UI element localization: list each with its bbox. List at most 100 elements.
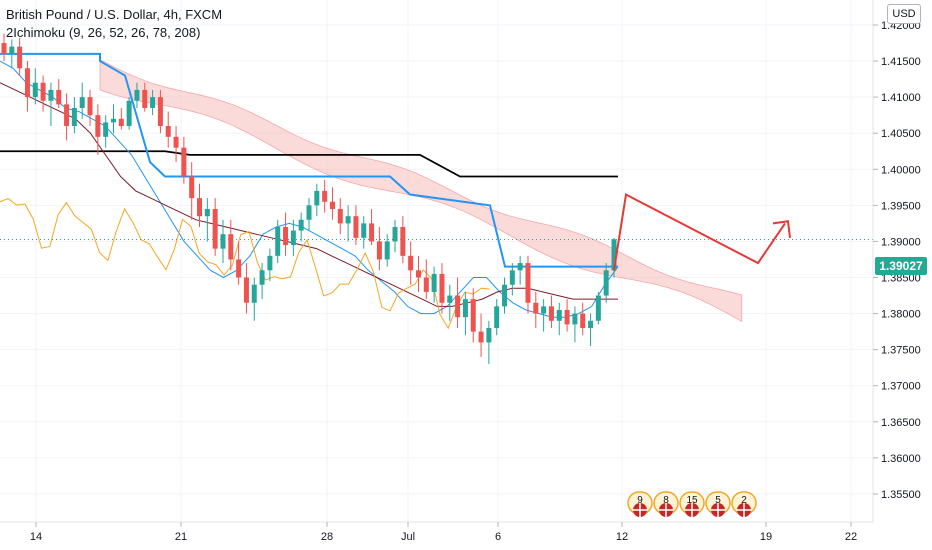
time-tick-label: 12 (616, 531, 628, 543)
candle-body (251, 284, 257, 303)
candle-body (204, 208, 210, 217)
candle-body (603, 270, 609, 296)
price-tick-label: 1.36500 (881, 417, 921, 429)
candle-body (322, 190, 328, 202)
time-tick-label: 14 (30, 531, 42, 543)
candle-body (1, 43, 7, 54)
candle-body (181, 147, 187, 177)
candle-body (189, 176, 195, 199)
candle-body (509, 270, 515, 285)
price-tick-label: 1.38500 (881, 273, 921, 285)
candle-body (142, 89, 148, 108)
tenkan-line (0, 60, 619, 318)
indicator-title[interactable]: 2Ichimoku (9, 26, 52, 26, 78, 208) (6, 25, 201, 40)
price-tick-label: 1.41500 (881, 56, 921, 68)
long-base-line (0, 150, 618, 178)
candle-body (150, 97, 156, 108)
candle-body (572, 313, 578, 325)
candle-body (447, 295, 453, 303)
chart-grid (0, 0, 873, 522)
projection-path (613, 193, 786, 271)
candle-body (228, 234, 234, 260)
candle-body (64, 104, 70, 126)
candlestick-series (1, 33, 617, 365)
candle-body (470, 299, 476, 332)
candle-body (337, 208, 343, 224)
candle-body (71, 107, 77, 126)
candle-body (220, 234, 226, 249)
kijun-line (0, 82, 618, 307)
candle-body (556, 309, 562, 321)
candle-body (502, 284, 508, 307)
time-tick-label: 21 (175, 531, 187, 543)
cloud-area (99, 58, 743, 323)
projection-arrow (613, 193, 791, 271)
candle-body (290, 230, 296, 246)
price-tick-label: 1.37500 (881, 345, 921, 357)
candle-body (392, 227, 398, 242)
candle-body (431, 273, 437, 292)
price-tick-label: 1.36000 (881, 453, 921, 465)
price-tick-label: 1.39000 (881, 236, 921, 248)
candle-body (329, 201, 335, 209)
time-tick-label: 22 (845, 531, 857, 543)
candle-body (611, 239, 617, 271)
candle-body (197, 198, 203, 217)
currency-badge[interactable]: USD (887, 4, 921, 24)
candle-body (525, 263, 531, 303)
symbol-title[interactable]: British Pound / U.S. Dollar, 4h, FXCM (6, 7, 223, 22)
price-tick-label: 1.40000 (881, 164, 921, 176)
candle-body (56, 89, 62, 105)
event-count: 2 (741, 495, 747, 506)
thick-kijun-line (0, 52, 618, 268)
candle-body (439, 273, 445, 303)
economic-events[interactable]: 9 8 15 5 2 (627, 491, 757, 517)
candle-body (110, 118, 116, 123)
candle-body (478, 331, 484, 343)
candle-body (533, 302, 539, 314)
candle-body (376, 241, 382, 260)
candle-body (345, 216, 351, 224)
time-tick-label: Jul (401, 531, 415, 543)
event-count: 5 (715, 495, 721, 506)
candle-body (157, 97, 163, 126)
candle-body (462, 299, 468, 318)
candle-body (486, 328, 492, 343)
candle-body (415, 270, 421, 278)
ichimoku-cloud (99, 58, 743, 323)
candle-body (588, 320, 594, 328)
price-axis[interactable]: 1.425001.420001.415001.410001.405001.400… (872, 0, 921, 522)
price-tick-label: 1.41000 (881, 92, 921, 104)
candle-body (17, 46, 23, 69)
time-tick-label: 6 (495, 531, 501, 543)
candle-body (541, 306, 547, 314)
candle-body (548, 306, 554, 321)
candle-body (400, 227, 406, 256)
candle-body (173, 136, 179, 148)
time-axis[interactable]: 14 21 28 Jul 6 12 19 22 (0, 521, 873, 543)
event-count: 8 (663, 495, 669, 506)
candle-body (243, 277, 249, 303)
candle-body (423, 277, 429, 292)
candle-body (564, 309, 570, 325)
lagging-span-line (0, 198, 490, 330)
candle-body (455, 295, 461, 318)
candle-body (103, 122, 109, 137)
last-price-label: 1.39027 (875, 257, 927, 275)
candle-body (580, 313, 586, 328)
price-tick-label: 1.39500 (881, 200, 921, 212)
candle-body (126, 100, 132, 126)
time-tick-label: 19 (760, 531, 772, 543)
candle-body (40, 82, 46, 101)
candle-body (79, 97, 85, 108)
candle-body (134, 89, 140, 101)
candle-body (118, 118, 124, 126)
price-tick-label: 1.35500 (881, 489, 921, 501)
candle-body (95, 115, 101, 137)
candle-body (267, 255, 273, 271)
candle-body (259, 270, 265, 285)
event-count: 9 (637, 495, 643, 506)
candle-body (353, 216, 359, 238)
chart-legend: British Pound / U.S. Dollar, 4h, FXCM 2I… (6, 6, 222, 42)
